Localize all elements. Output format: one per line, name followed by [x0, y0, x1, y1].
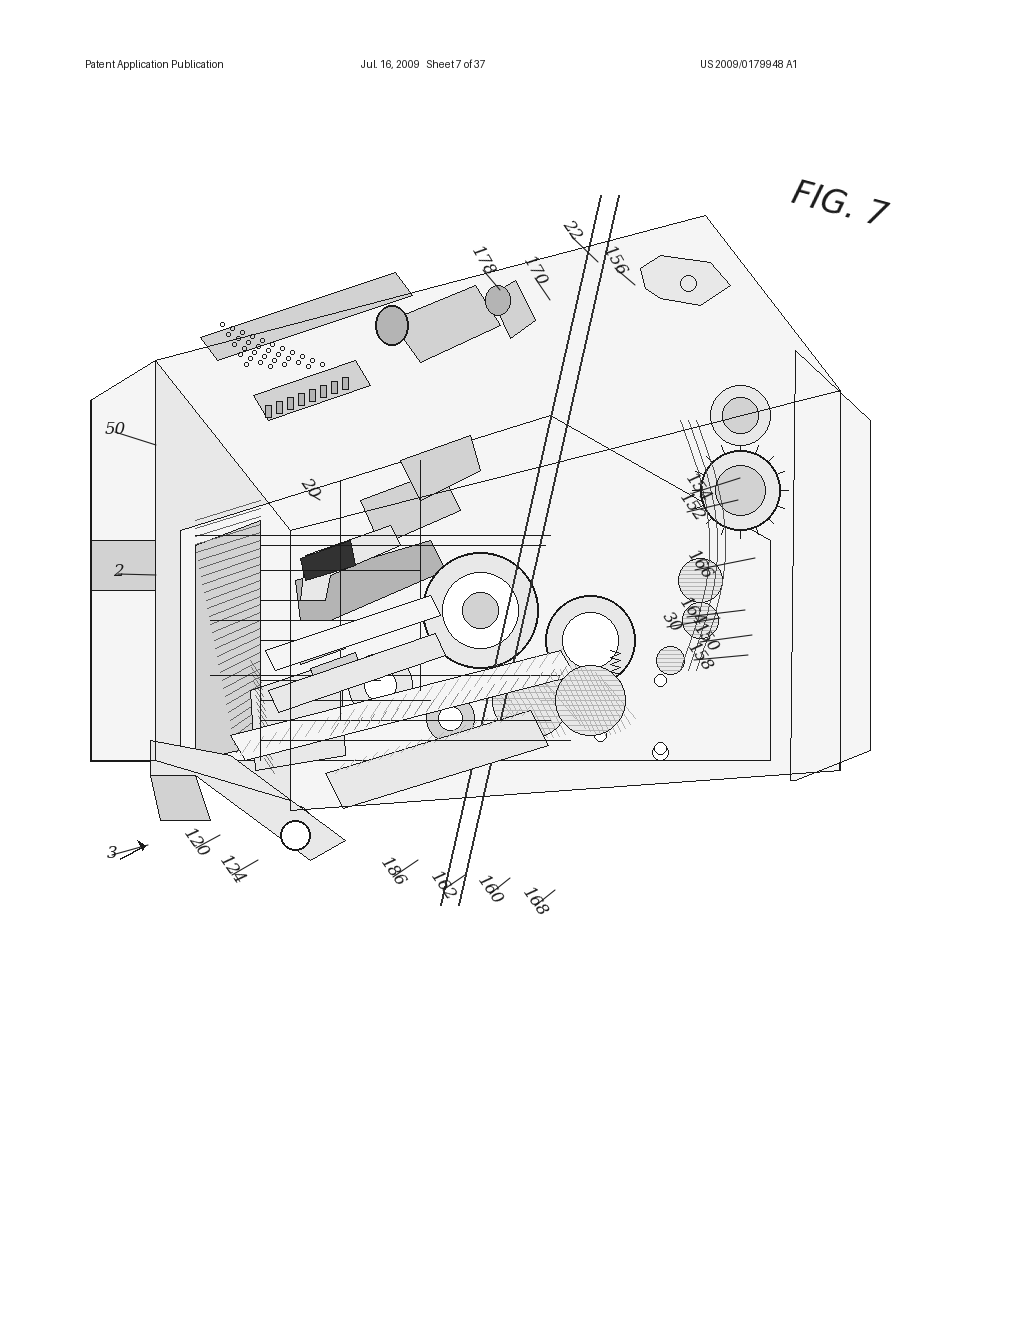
- Text: 50: 50: [104, 421, 126, 438]
- Text: 150: 150: [690, 620, 722, 656]
- Text: 166: 166: [684, 546, 716, 583]
- Text: 20: 20: [297, 474, 323, 502]
- Text: 170: 170: [519, 253, 550, 290]
- Text: 30: 30: [658, 609, 685, 635]
- Text: 160: 160: [474, 873, 506, 908]
- Text: 158: 158: [684, 639, 716, 675]
- Text: 156: 156: [600, 244, 631, 280]
- Text: 164: 164: [676, 594, 709, 630]
- Text: 178: 178: [468, 244, 499, 280]
- Text: 152: 152: [676, 490, 709, 525]
- Text: 124: 124: [216, 853, 248, 888]
- Text: 3: 3: [106, 845, 118, 862]
- Text: FIG. 7: FIG. 7: [788, 177, 891, 234]
- Text: 2: 2: [113, 564, 123, 581]
- Text: 120: 120: [180, 825, 212, 861]
- Text: 154: 154: [682, 470, 714, 506]
- Text: 168: 168: [519, 884, 551, 920]
- Text: 22: 22: [559, 216, 585, 244]
- Text: 162: 162: [427, 869, 459, 904]
- Text: 186: 186: [377, 854, 410, 890]
